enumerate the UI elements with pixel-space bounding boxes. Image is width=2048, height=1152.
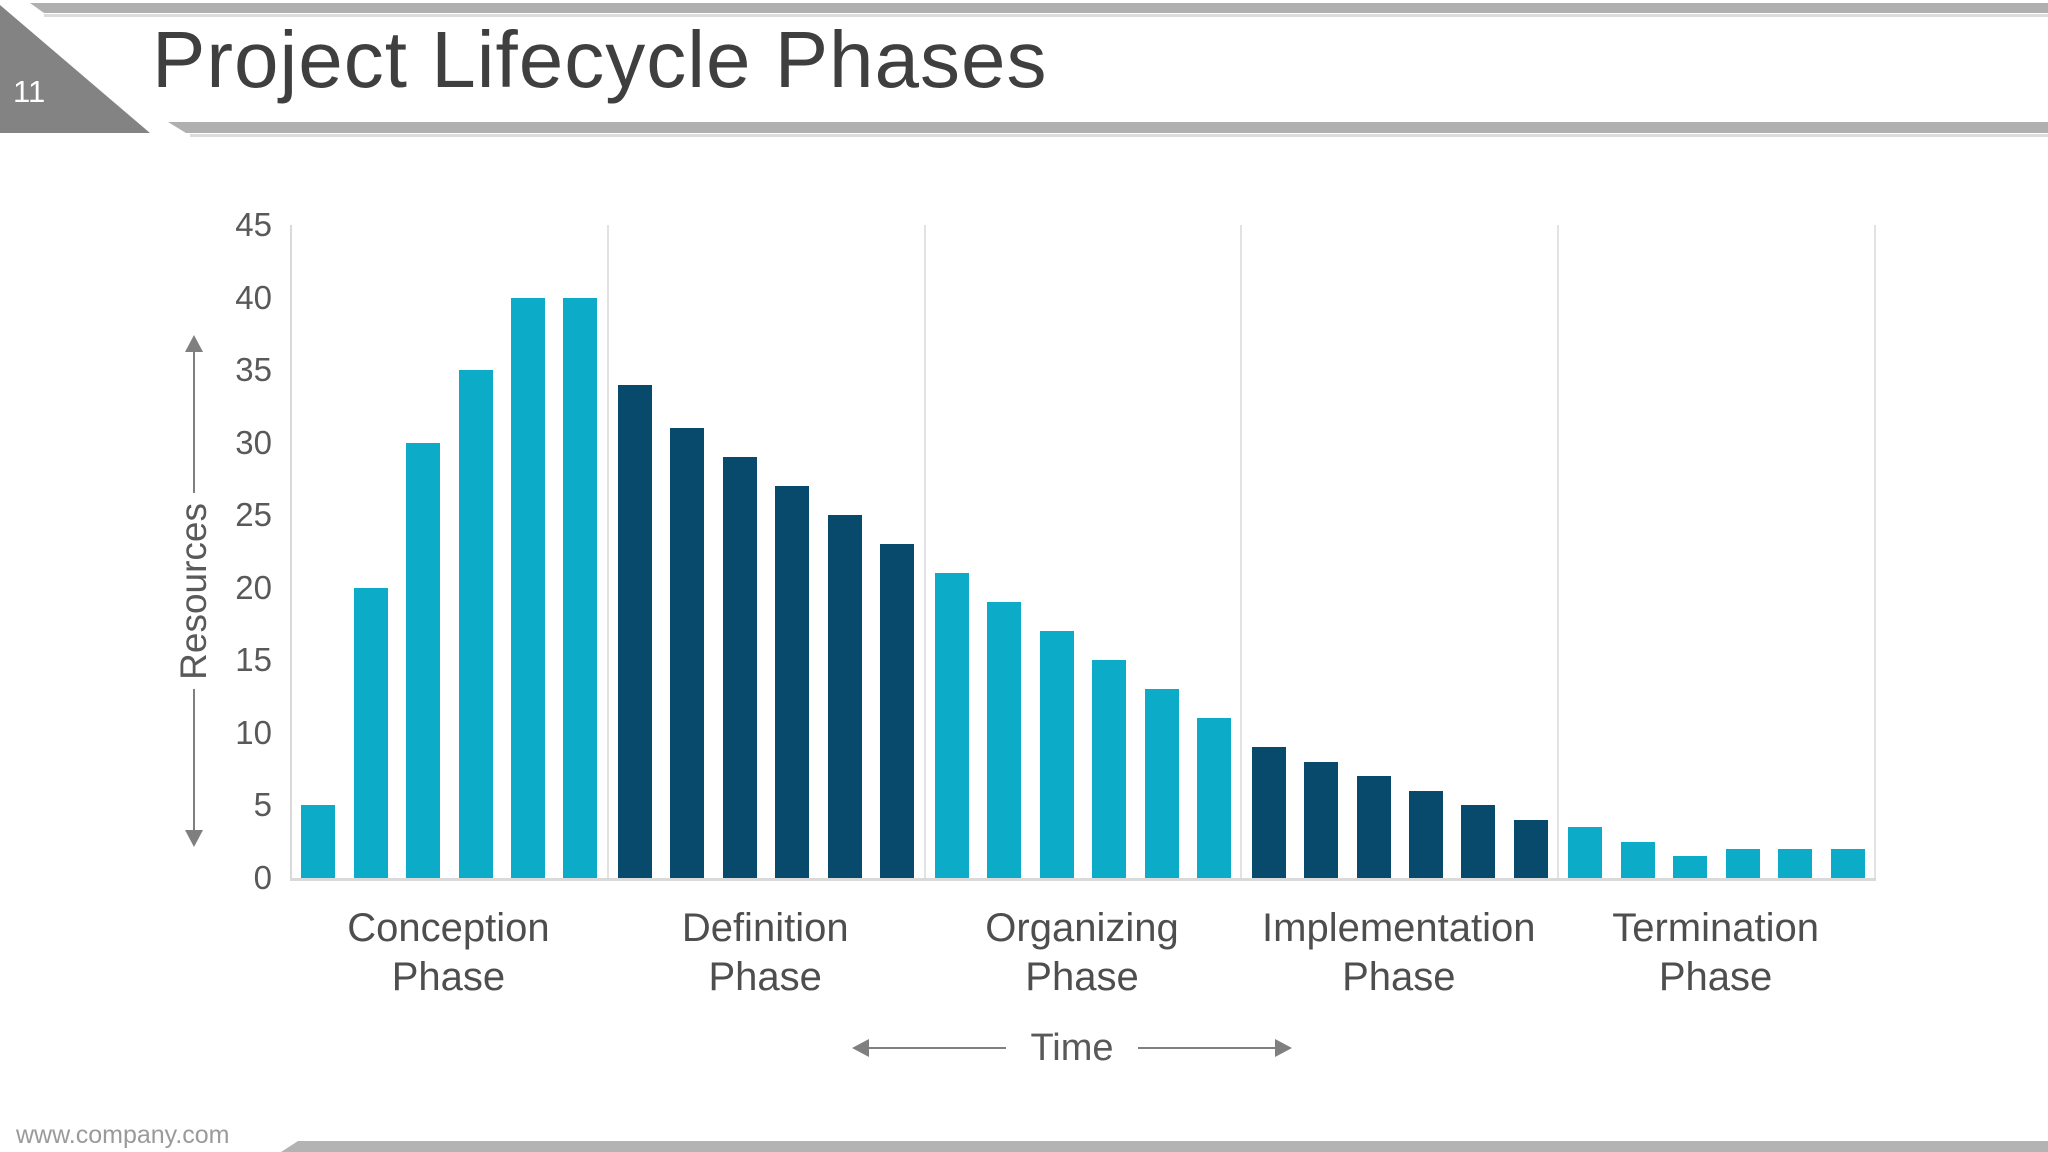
bar (987, 602, 1022, 878)
bar (618, 384, 653, 878)
phase-label-line: Implementation (1262, 906, 1536, 950)
bottom-accent-band (281, 1141, 2048, 1152)
y-axis-arrow-line-top (193, 352, 195, 493)
y-axis-annotation: Resources (172, 335, 216, 848)
arrow-right-icon (1275, 1039, 1293, 1057)
corner-triangle (0, 5, 150, 133)
bar (1830, 849, 1865, 878)
title-underline-band (168, 122, 2048, 133)
y-axis-tick-labels: 0 5 10 15 20 25 30 35 40 45 (180, 206, 272, 896)
phase-label: Implementation Phase (1240, 904, 1557, 1002)
bar (1673, 856, 1708, 878)
phase-label-line: Conception (347, 906, 550, 950)
y-tick-label: 40 (235, 278, 272, 316)
bar (670, 428, 705, 878)
bar (511, 297, 546, 878)
bar (775, 486, 810, 878)
arrow-left-icon (852, 1039, 869, 1057)
y-tick-label: 35 (235, 351, 272, 389)
y-axis-title: Resources (173, 502, 214, 680)
phase-label-line: Phase (391, 955, 506, 999)
bar (1304, 761, 1339, 878)
phase-label: Conception Phase (290, 904, 607, 1002)
phase-column (926, 225, 1243, 878)
bar (1408, 790, 1443, 878)
phase-column (609, 225, 926, 878)
x-axis-arrow-line-left (869, 1047, 1007, 1049)
phase-label-line: Phase (1025, 955, 1139, 999)
top-accent-band-shadow (44, 14, 2048, 17)
x-axis-category-labels: Conception Phase Definition Phase Organizing… (290, 904, 1874, 1002)
bar (1568, 827, 1603, 878)
y-axis-arrow-line-bottom (193, 689, 195, 831)
y-tick-label: 45 (235, 206, 272, 243)
bar (1778, 849, 1813, 878)
phase-label-line: Phase (1342, 955, 1456, 999)
footer-url: www.company.com (16, 1121, 230, 1149)
bar (353, 587, 388, 878)
phase-label-line: Organizing (985, 906, 1179, 950)
title-underline-band-shadow (190, 134, 2048, 137)
phase-label-line: Definition (681, 906, 849, 950)
bar (827, 515, 862, 878)
bar (1725, 849, 1760, 878)
arrow-down-icon (185, 830, 203, 848)
y-tick-label: 25 (235, 496, 272, 534)
phase-column (1559, 225, 1876, 878)
y-tick-label: 5 (253, 786, 272, 824)
bar (1251, 747, 1286, 878)
bar (1620, 841, 1655, 878)
phase-label-line: Phase (708, 955, 822, 999)
y-tick-label: 15 (235, 641, 272, 679)
x-axis-arrow-line-right (1137, 1047, 1276, 1049)
phase-label-line: Termination (1612, 906, 1819, 950)
bar (1197, 718, 1232, 878)
bar (301, 805, 336, 878)
top-accent-band (30, 3, 2048, 13)
phase-label: Definition Phase (607, 904, 924, 1002)
bar (722, 457, 757, 878)
phase-label: Termination Phase (1557, 904, 1874, 1002)
phase-label: Organizing Phase (924, 904, 1241, 1002)
bar (1039, 631, 1074, 878)
phase-column (1242, 225, 1560, 878)
bar (1356, 776, 1391, 878)
plot-area (290, 225, 1876, 881)
y-tick-label: 30 (235, 423, 272, 461)
page-number: 11 (13, 74, 46, 109)
bar (1092, 660, 1127, 878)
bar (1144, 689, 1179, 878)
x-axis-annotation: Time (852, 1026, 1293, 1070)
bar (1461, 805, 1496, 878)
bar (563, 297, 598, 878)
phase-column (292, 225, 609, 878)
phase-label-line: Phase (1658, 955, 1773, 999)
y-tick-label: 10 (235, 713, 272, 751)
bar (406, 442, 441, 878)
x-axis-title: Time (1030, 1026, 1114, 1069)
arrow-up-icon (185, 335, 203, 352)
bar (458, 370, 493, 878)
page-title: Project Lifecycle Phases (152, 15, 1048, 104)
bar (1513, 820, 1548, 878)
y-tick-label: 20 (235, 568, 272, 606)
y-tick-label: 0 (253, 859, 272, 896)
bar (880, 544, 915, 878)
bar (934, 573, 969, 878)
